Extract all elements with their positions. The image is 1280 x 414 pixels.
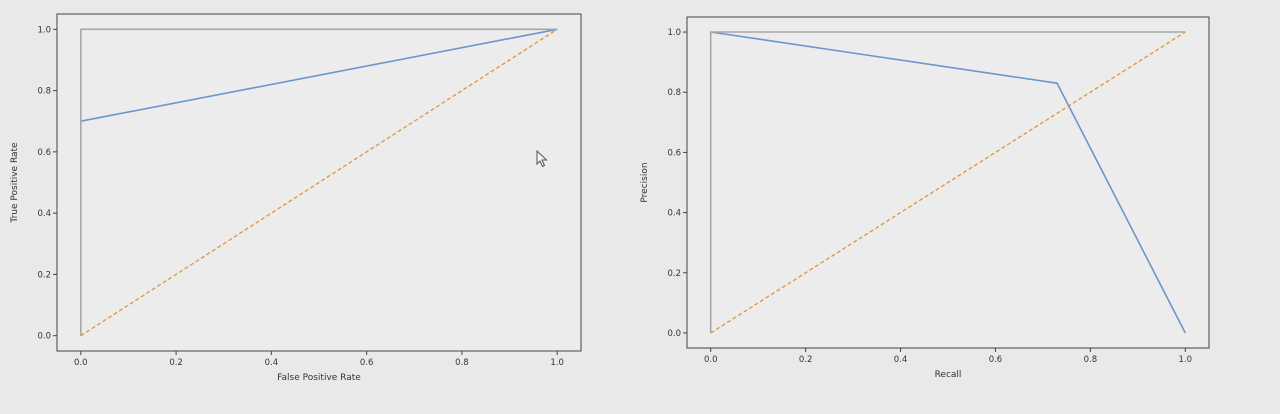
x-tick-label: 0.0 bbox=[704, 355, 718, 365]
x-tick-label: 0.0 bbox=[74, 358, 88, 368]
series-line-1 bbox=[710, 31, 1187, 334]
x-tick-label: 0.6 bbox=[360, 358, 374, 368]
axes-frame bbox=[686, 16, 1210, 349]
x-tick-label: 0.2 bbox=[799, 355, 813, 365]
y-tick-label: 0.8 bbox=[667, 88, 681, 98]
chart-1: 0.0 0.2 0.4 0.6 0.8 1.0 0.0 0.2 0.4 0.6 0.8 1.0 Fals… bbox=[10, 13, 582, 383]
x-tick-label: 1.0 bbox=[1179, 355, 1193, 365]
y-tick-label: 0.0 bbox=[37, 332, 51, 342]
x-axis-label: False Positive Rate bbox=[277, 373, 361, 383]
series-line-2 bbox=[80, 28, 558, 336]
mouse-cursor-icon bbox=[536, 150, 548, 168]
y-tick-label: 0.2 bbox=[37, 270, 51, 280]
axes-frame bbox=[56, 13, 582, 352]
x-tick-label: 0.8 bbox=[455, 358, 469, 368]
x-tick-label: 0.2 bbox=[169, 358, 183, 368]
y-axis-label: True Positive Rate bbox=[10, 142, 20, 224]
chart-2: 0.0 0.2 0.4 0.6 0.8 1.0 0.0 0.2 0.4 0.6 0.8 1.0 Reca… bbox=[640, 16, 1210, 380]
y-tick-label: 0.6 bbox=[667, 148, 681, 158]
y-tick-label: 0.4 bbox=[667, 209, 681, 219]
series-line-3 bbox=[710, 31, 1186, 334]
x-tick-label: 0.6 bbox=[989, 355, 1003, 365]
series-line-3 bbox=[80, 28, 558, 337]
series-line-2 bbox=[709, 31, 1186, 333]
x-tick-label: 0.4 bbox=[265, 358, 279, 368]
y-tick-label: 0.4 bbox=[37, 209, 51, 219]
y-tick-label: 0.2 bbox=[667, 269, 681, 279]
y-axis-label: Precision bbox=[640, 162, 650, 202]
series-line-1 bbox=[80, 28, 558, 122]
x-tick-label: 1.0 bbox=[550, 358, 564, 368]
y-tick-label: 1.0 bbox=[37, 25, 51, 35]
y-tick-label: 1.0 bbox=[667, 28, 681, 38]
x-axis-label: Recall bbox=[935, 370, 962, 380]
x-tick-label: 0.8 bbox=[1084, 355, 1098, 365]
x-tick-label: 0.4 bbox=[894, 355, 908, 365]
y-tick-label: 0.6 bbox=[37, 148, 51, 158]
y-tick-label: 0.8 bbox=[37, 87, 51, 97]
y-tick-label: 0.0 bbox=[667, 329, 681, 339]
